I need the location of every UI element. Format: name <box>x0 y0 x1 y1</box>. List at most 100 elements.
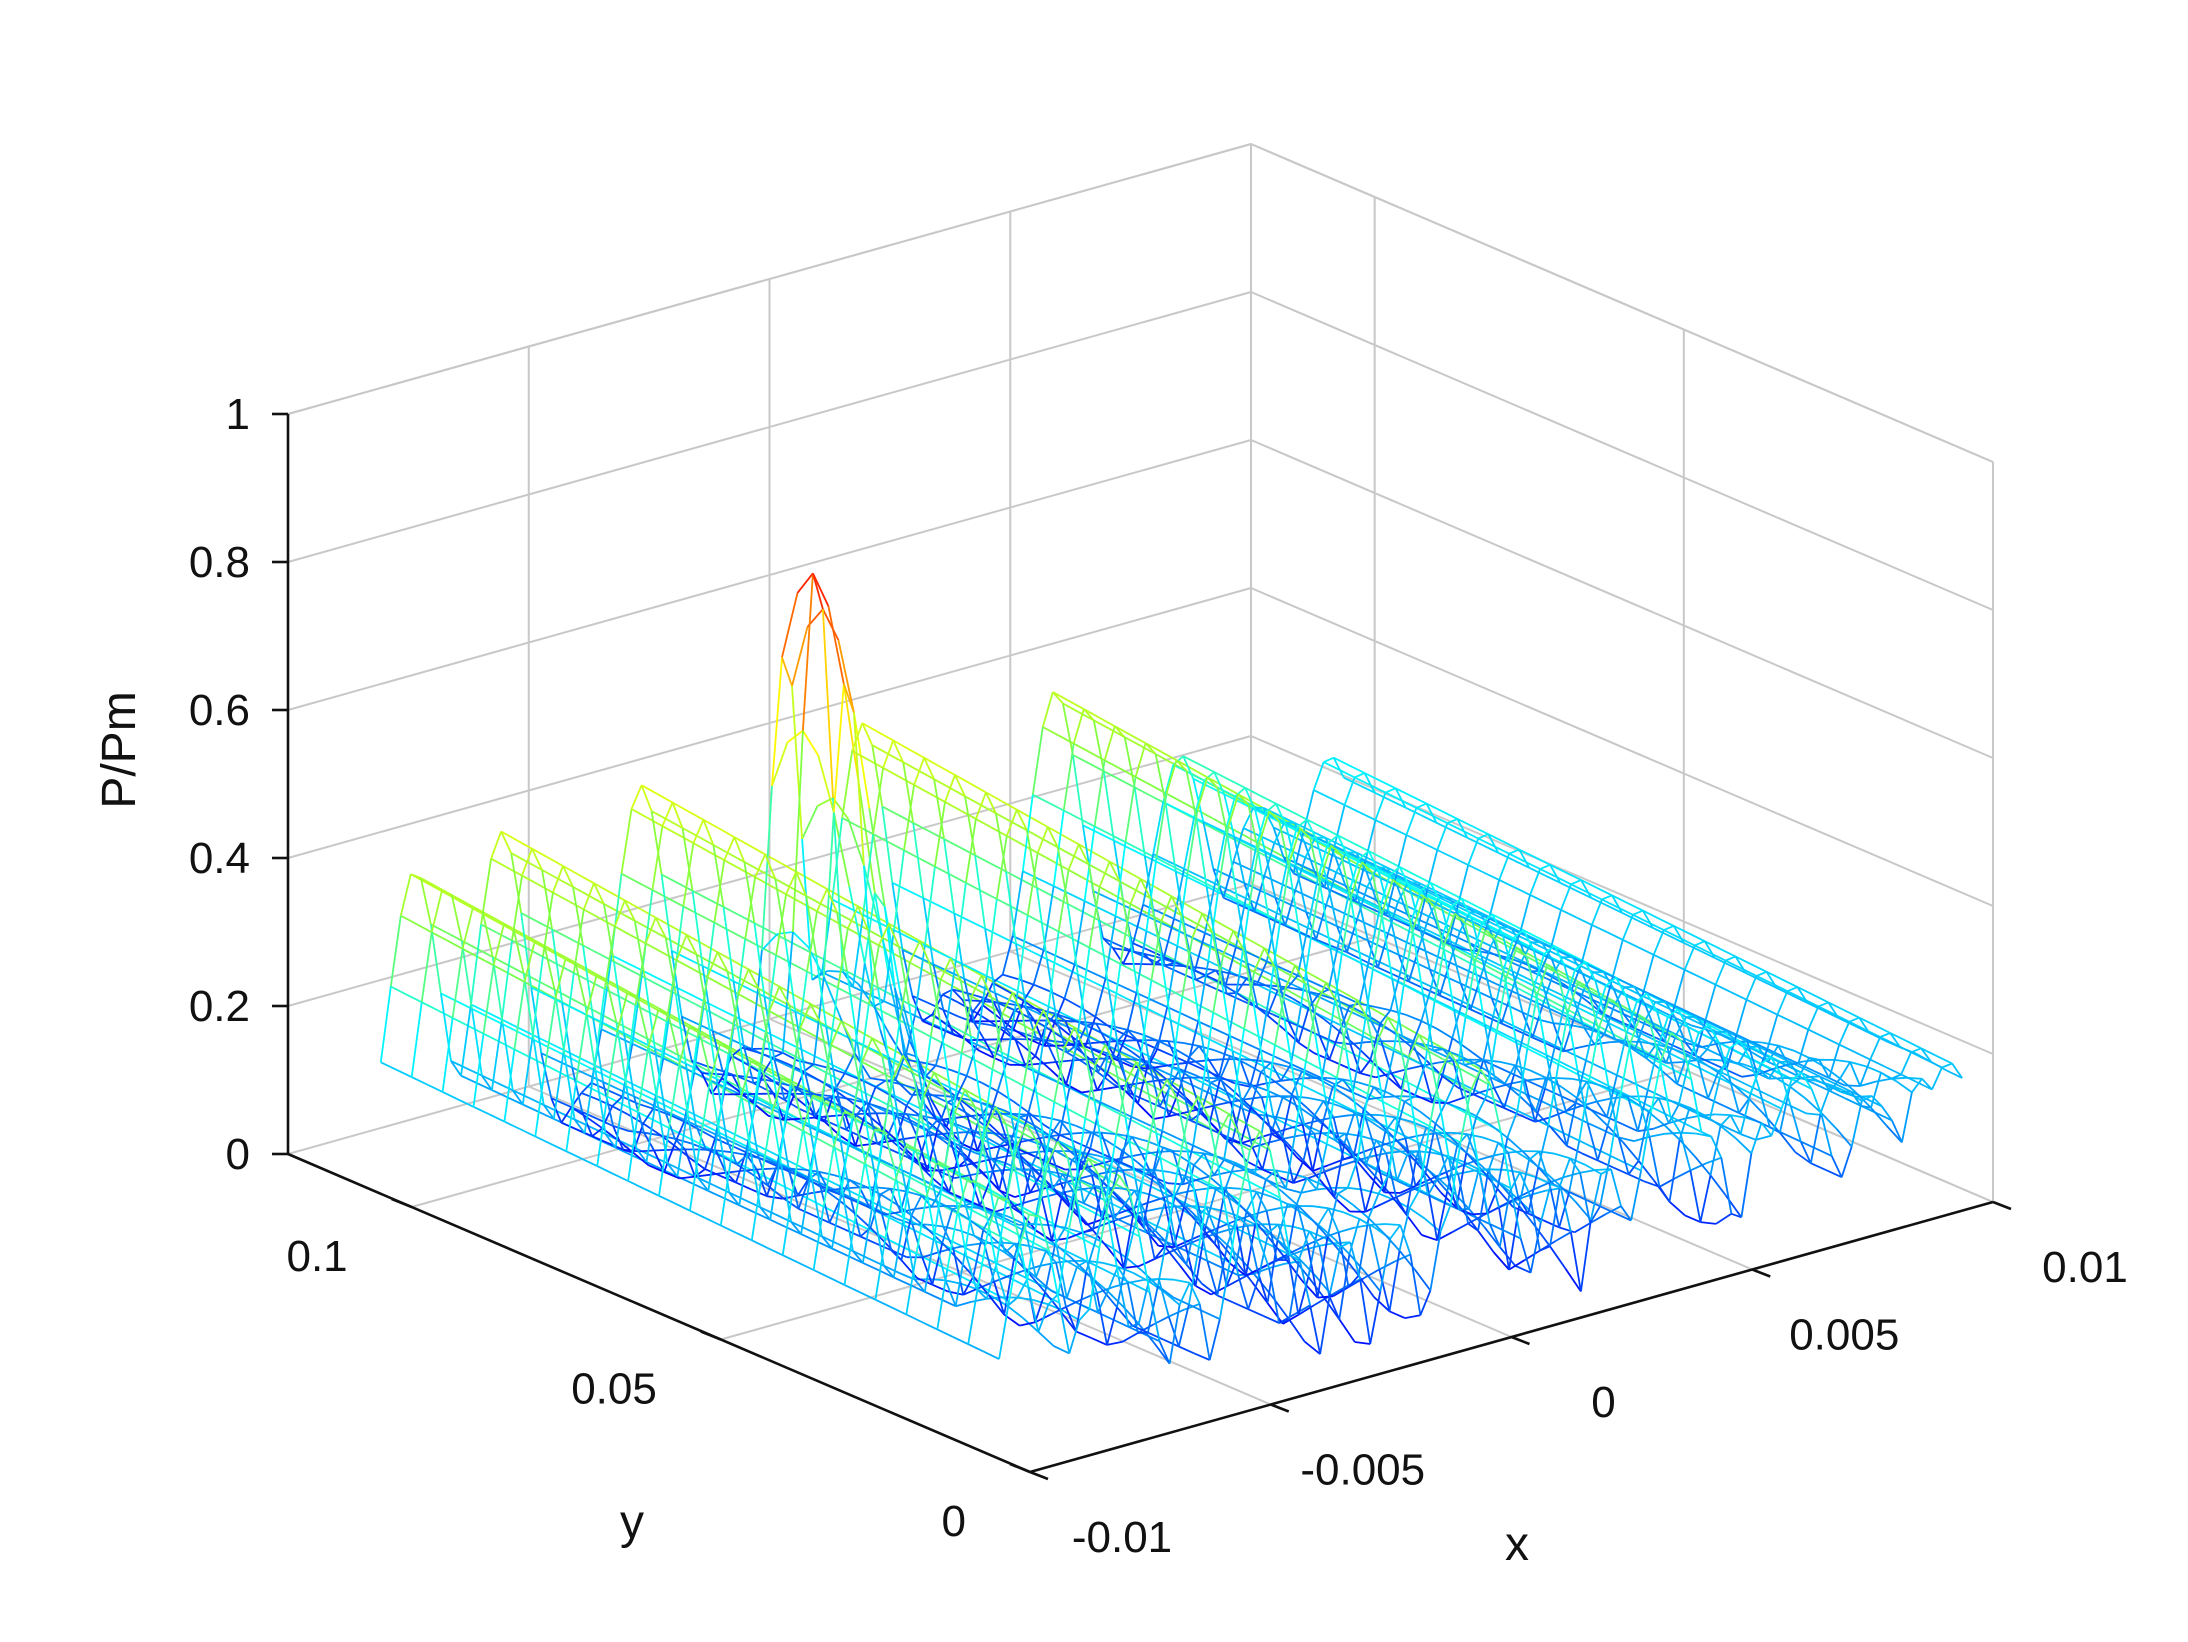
mesh-segment <box>1318 838 1335 847</box>
mesh-segment <box>1571 1114 1588 1124</box>
mesh-segment <box>1077 711 1095 722</box>
mesh-segment <box>1263 1315 1280 1324</box>
mesh-segment <box>1489 973 1507 983</box>
mesh-segment <box>697 1177 715 1187</box>
mesh-segment <box>1163 1338 1180 1348</box>
mesh-segment <box>613 961 625 1034</box>
mesh-segment <box>995 813 1007 872</box>
mesh-segment <box>851 722 864 752</box>
mesh-segment <box>1514 886 1531 896</box>
mesh-segment <box>1400 799 1417 809</box>
mesh-segment <box>1154 1011 1171 1022</box>
mesh-segment <box>1018 1148 1035 1157</box>
mesh-segment <box>845 1082 862 1092</box>
mesh-segment <box>1519 1171 1536 1178</box>
mesh-segment <box>1549 1245 1567 1270</box>
mesh-segment <box>763 977 780 988</box>
mesh-segment <box>964 795 981 806</box>
mesh-segment <box>581 1157 598 1167</box>
mesh-segment <box>1332 885 1350 895</box>
mesh-segment <box>932 964 945 1010</box>
mesh-segment <box>452 1017 469 1027</box>
mesh-segment <box>1329 947 1347 957</box>
mesh-segment <box>829 1221 846 1231</box>
mesh-segment <box>791 962 808 973</box>
mesh-segment <box>1003 1030 1021 1045</box>
mesh-segment <box>1714 957 1731 967</box>
mesh-segment <box>854 1212 872 1229</box>
mesh-segment <box>1405 807 1418 836</box>
mesh-segment <box>1326 880 1343 890</box>
mesh-segment <box>1792 1021 1809 1031</box>
mesh-segment <box>1467 864 1485 874</box>
mesh-segment <box>753 922 766 997</box>
mesh-segment <box>643 1187 660 1197</box>
mesh-segment <box>1054 1190 1072 1210</box>
mesh-segment <box>1704 940 1721 950</box>
mesh-segment <box>1338 1318 1356 1343</box>
mesh-segment <box>871 745 884 807</box>
mesh-segment <box>948 970 965 980</box>
mesh-segment <box>1364 1013 1381 1025</box>
mesh-segment <box>1350 900 1363 964</box>
mesh-segment <box>1274 897 1287 927</box>
mesh-segment <box>1404 1314 1421 1319</box>
mesh-segment <box>966 1075 983 1084</box>
mesh-segment <box>1264 850 1281 860</box>
mesh-segment <box>1128 847 1146 857</box>
mesh-segment <box>873 1000 885 1008</box>
mesh-segment <box>1655 1001 1672 1011</box>
mesh-segment <box>1062 743 1075 811</box>
mesh-segment <box>1272 827 1285 858</box>
mesh-segment <box>1113 839 1130 850</box>
mesh-segment <box>1244 787 1261 797</box>
mesh-segment <box>1190 1119 1207 1129</box>
mesh-segment <box>945 1279 962 1285</box>
mesh-segment <box>1116 1306 1134 1327</box>
mesh-segment <box>1685 1016 1703 1026</box>
mesh-segment <box>1557 1063 1575 1074</box>
mesh-segment <box>835 1087 853 1097</box>
mesh-segment <box>1843 1009 1860 1019</box>
mesh-segment <box>1131 1141 1148 1152</box>
mesh-segment <box>864 1086 877 1114</box>
mesh-segment <box>513 928 530 939</box>
mesh-segment <box>841 817 859 827</box>
mesh-segment <box>1240 1137 1257 1145</box>
mesh-segment <box>1450 897 1463 908</box>
mesh-segment <box>1641 1002 1658 1013</box>
mesh-segment <box>1632 909 1644 916</box>
mesh-segment <box>1062 702 1079 713</box>
mesh-segment <box>814 1065 831 1076</box>
mesh-segment <box>673 1121 686 1146</box>
mesh-segment <box>938 1170 955 1179</box>
mesh-segment <box>983 1039 996 1059</box>
mesh-segment <box>523 942 536 983</box>
mesh-segment <box>930 1099 948 1128</box>
mesh-segment <box>939 765 956 776</box>
mesh-segment <box>503 924 514 930</box>
mesh-segment <box>1107 989 1120 1052</box>
mesh-segment <box>1490 997 1503 1024</box>
mesh-segment <box>1399 1185 1416 1194</box>
mesh-segment <box>1003 1216 1020 1226</box>
mesh-segment <box>953 913 966 979</box>
mesh-segment <box>1036 887 1053 897</box>
mesh-segment <box>792 931 809 948</box>
mesh-segment <box>797 1179 809 1197</box>
mesh-segment <box>551 928 569 939</box>
mesh-segment <box>1707 1097 1724 1107</box>
mesh-segment <box>1567 1013 1584 1024</box>
mesh-segment <box>693 1062 710 1073</box>
mesh-segment <box>1497 851 1515 862</box>
mesh-segment <box>811 879 828 890</box>
mesh-segment <box>501 1024 514 1091</box>
mesh-segment <box>1349 1005 1366 1015</box>
mesh-segment <box>1406 1064 1423 1071</box>
mesh-segment <box>1452 856 1469 866</box>
mesh-segment <box>1418 947 1435 957</box>
mesh-segment <box>955 959 972 970</box>
mesh-segment <box>760 1064 772 1105</box>
mesh-segment <box>1383 1232 1401 1252</box>
mesh-segment <box>1044 1013 1057 1028</box>
